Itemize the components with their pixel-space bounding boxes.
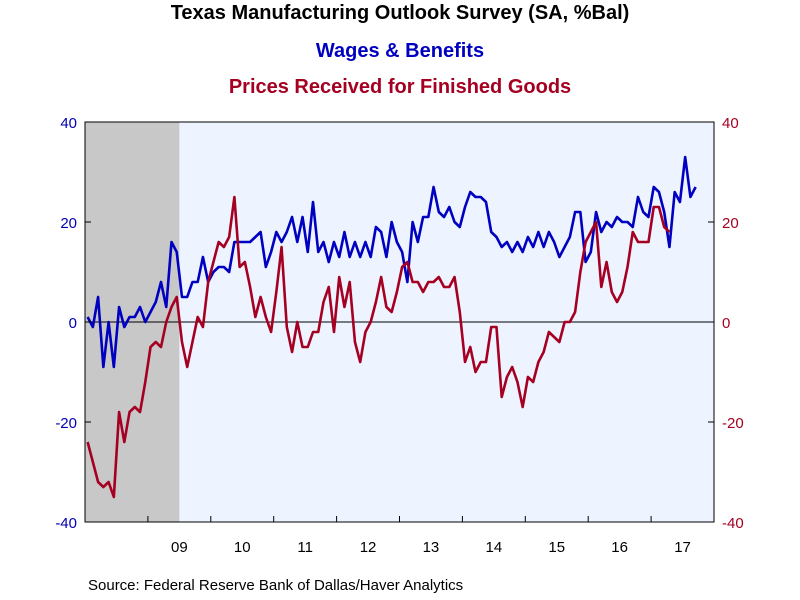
y-right-tick-label: -40 [722,515,744,532]
y-right-tick-label: 20 [722,215,739,232]
y-left-tick-label: 0 [69,315,77,332]
x-tick-label: 10 [234,539,251,556]
series-title-prices: Prices Received for Finished Goods [228,76,572,98]
y-right-tick-label: 40 [722,115,739,132]
x-tick-label: 14 [486,539,503,556]
y-right-tick-label: -20 [722,415,744,432]
chart-title: Texas Manufacturing Outlook Survey (SA, … [170,2,630,24]
x-tick-label: 13 [423,539,440,556]
x-tick-label: 15 [548,539,565,556]
y-left-tick-label: -20 [55,415,77,432]
series-line-1 [86,195,671,499]
x-tick-label: 17 [674,539,691,556]
y-left-tick-label: -40 [55,515,77,532]
x-tick-label: 16 [611,539,628,556]
y-left-tick-label: 40 [60,115,77,132]
series-title-wages: Wages & Benefits [315,40,485,62]
x-tick-label: 11 [297,539,313,556]
x-tick-label: 09 [171,539,188,556]
x-tick-label: 12 [360,539,377,556]
y-left-tick-label: 20 [60,215,77,232]
source-note: Source: Federal Reserve Bank of Dallas/H… [88,577,464,594]
y-right-tick-label: 0 [722,315,730,332]
